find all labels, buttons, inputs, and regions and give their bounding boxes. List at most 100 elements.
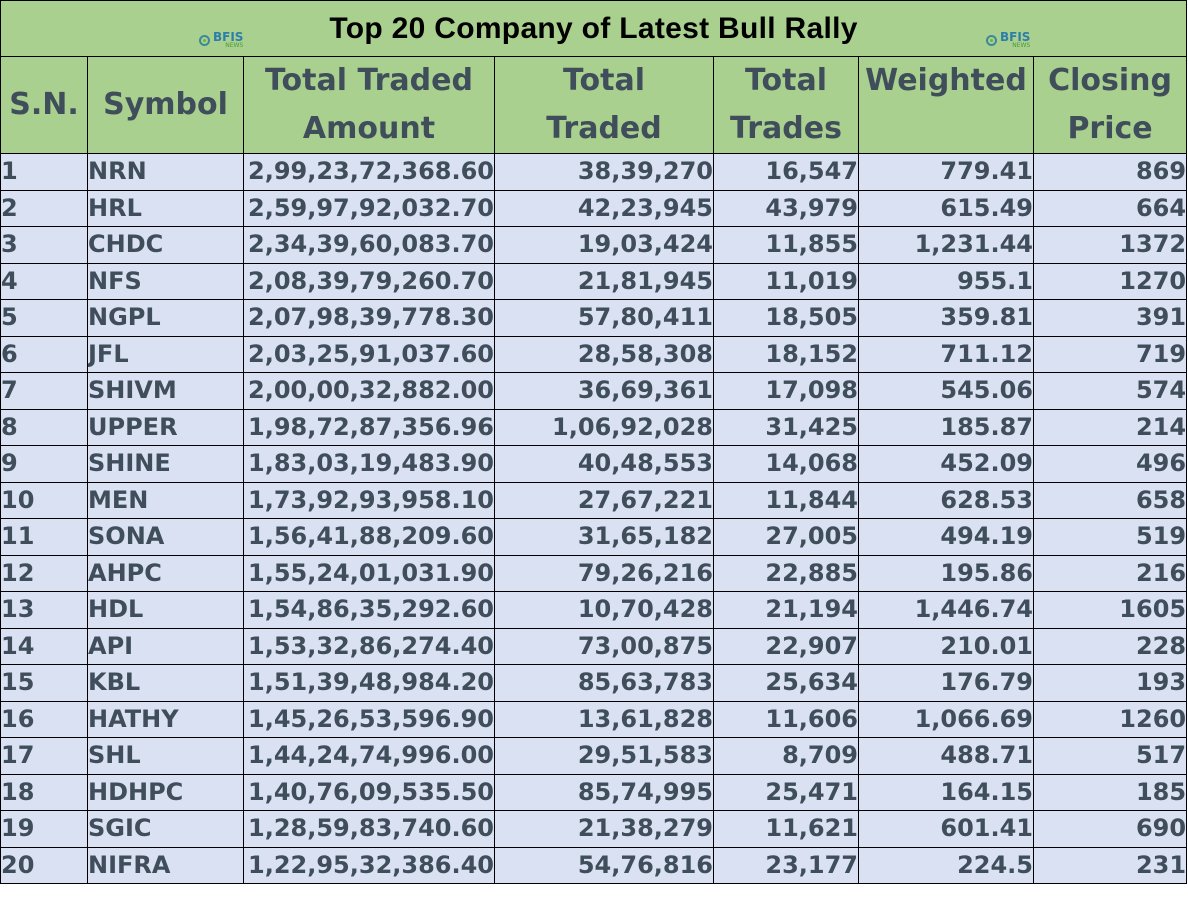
cell-symbol: HDHPC [87,773,244,811]
header-closing-price: Closing Price [1032,56,1188,154]
cell-symbol: NFS [87,262,244,300]
header-amount-line1: Total Traded [265,63,473,98]
cell-total-traded: 27,67,221 [494,481,714,519]
cell-total-traded-amount: 2,34,39,60,083.70 [243,226,495,264]
cell-symbol: JFL [87,335,244,373]
cell-sn: 12 [0,554,88,592]
cell-total-trades: 11,606 [713,700,859,738]
table-row: 3 CHDC 2,34,39,60,083.70 19,03,424 11,855 1,2… [0,226,1188,264]
cell-total-traded: 10,70,428 [494,591,714,629]
cell-total-trades: 11,019 [713,262,859,300]
cell-closing-price: 185 [1032,773,1188,811]
cell-total-traded-amount: 2,03,25,91,037.60 [243,335,495,373]
cell-symbol: HRL [87,189,244,227]
cell-closing-price: 690 [1032,810,1188,848]
cell-sn: 14 [0,627,88,665]
cell-symbol: KBL [87,664,244,702]
logo-mark-icon [199,34,210,46]
cell-total-trades: 22,907 [713,627,859,665]
header-total-traded: Total Traded [494,56,714,154]
cell-total-traded: 13,61,828 [494,700,714,738]
table-row: 13 HDL 1,54,86,35,292.60 10,70,428 21,194 1,4… [0,591,1188,629]
cell-total-traded: 79,26,216 [494,554,714,592]
bfis-news-logo: BFIS NEWS [986,27,1030,53]
cell-weighted: 1,231.44 [858,226,1034,264]
cell-total-traded: 42,23,945 [494,189,714,227]
cell-total-trades: 14,068 [713,445,859,483]
cell-closing-price: 214 [1032,408,1188,446]
cell-closing-price: 719 [1032,335,1188,373]
cell-closing-price: 496 [1032,445,1188,483]
table-row: 4 NFS 2,08,39,79,260.70 21,81,945 11,019 955.… [0,262,1188,300]
cell-closing-price: 519 [1032,518,1188,556]
cell-total-trades: 23,177 [713,846,859,884]
header-weighted: Weighted [858,56,1034,154]
cell-symbol: SONA [87,518,244,556]
cell-weighted: 224.5 [858,846,1034,884]
cell-total-trades: 25,634 [713,664,859,702]
cell-weighted: 195.86 [858,554,1034,592]
cell-sn: 5 [0,299,88,337]
cell-closing-price: 658 [1032,481,1188,519]
cell-total-trades: 21,194 [713,591,859,629]
cell-total-trades: 11,621 [713,810,859,848]
cell-symbol: CHDC [87,226,244,264]
header-amount-line2: Amount [302,111,436,146]
cell-symbol: NGPL [87,299,244,337]
cell-closing-price: 1605 [1032,591,1188,629]
cell-symbol: HDL [87,591,244,629]
cell-sn: 8 [0,408,88,446]
cell-total-traded: 40,48,553 [494,445,714,483]
cell-symbol: SHINE [87,445,244,483]
logo-subtext: NEWS [225,42,244,49]
cell-symbol: AHPC [87,554,244,592]
cell-total-traded: 28,58,308 [494,335,714,373]
cell-total-traded-amount: 2,00,00,32,882.00 [243,372,495,410]
cell-closing-price: 517 [1032,737,1188,775]
cell-total-trades: 22,885 [713,554,859,592]
cell-weighted: 1,446.74 [858,591,1034,629]
cell-total-traded-amount: 1,56,41,88,209.60 [243,518,495,556]
cell-weighted: 176.79 [858,664,1034,702]
table-row: 15 KBL 1,51,39,48,984.20 85,63,783 25,634 176… [0,664,1188,702]
cell-total-trades: 17,098 [713,372,859,410]
cell-closing-price: 1372 [1032,226,1188,264]
header-closing-line2: Price [1067,111,1153,146]
header-row: S.N. Symbol Total Traded Amount Total Tr… [0,56,1188,154]
cell-total-traded: 31,65,182 [494,518,714,556]
cell-symbol: MEN [87,481,244,519]
cell-symbol: NRN [87,153,244,191]
title-row: Top 20 Company of Latest Bull Rally BFIS… [0,0,1188,57]
header-symbol: Symbol [87,56,244,154]
cell-total-traded: 57,80,411 [494,299,714,337]
cell-total-traded-amount: 2,07,98,39,778.30 [243,299,495,337]
cell-sn: 11 [0,518,88,556]
cell-closing-price: 1260 [1032,700,1188,738]
cell-symbol: SHL [87,737,244,775]
cell-weighted: 601.41 [858,810,1034,848]
cell-total-trades: 8,709 [713,737,859,775]
cell-total-traded: 21,38,279 [494,810,714,848]
cell-total-traded-amount: 1,51,39,48,984.20 [243,664,495,702]
cell-weighted: 210.01 [858,627,1034,665]
cell-sn: 2 [0,189,88,227]
header-trades-line1: Total [745,63,827,98]
cell-total-traded: 29,51,583 [494,737,714,775]
cell-weighted: 185.87 [858,408,1034,446]
cell-sn: 10 [0,481,88,519]
cell-closing-price: 228 [1032,627,1188,665]
table-row: 12 AHPC 1,55,24,01,031.90 79,26,216 22,885 19… [0,554,1188,592]
table-row: 8 UPPER 1,98,72,87,356.96 1,06,92,028 31,425… [0,408,1188,446]
cell-weighted: 488.71 [858,737,1034,775]
cell-closing-price: 216 [1032,554,1188,592]
cell-total-traded-amount: 1,53,32,86,274.40 [243,627,495,665]
cell-total-traded-amount: 1,73,92,93,958.10 [243,481,495,519]
cell-symbol: SHIVM [87,372,244,410]
cell-weighted: 164.15 [858,773,1034,811]
cell-sn: 3 [0,226,88,264]
table-row: 16 HATHY 1,45,26,53,596.90 13,61,828 11,606 1… [0,700,1188,738]
cell-total-traded: 19,03,424 [494,226,714,264]
table-row: 14 API 1,53,32,86,274.40 73,00,875 22,907 210… [0,627,1188,665]
cell-total-traded: 85,63,783 [494,664,714,702]
